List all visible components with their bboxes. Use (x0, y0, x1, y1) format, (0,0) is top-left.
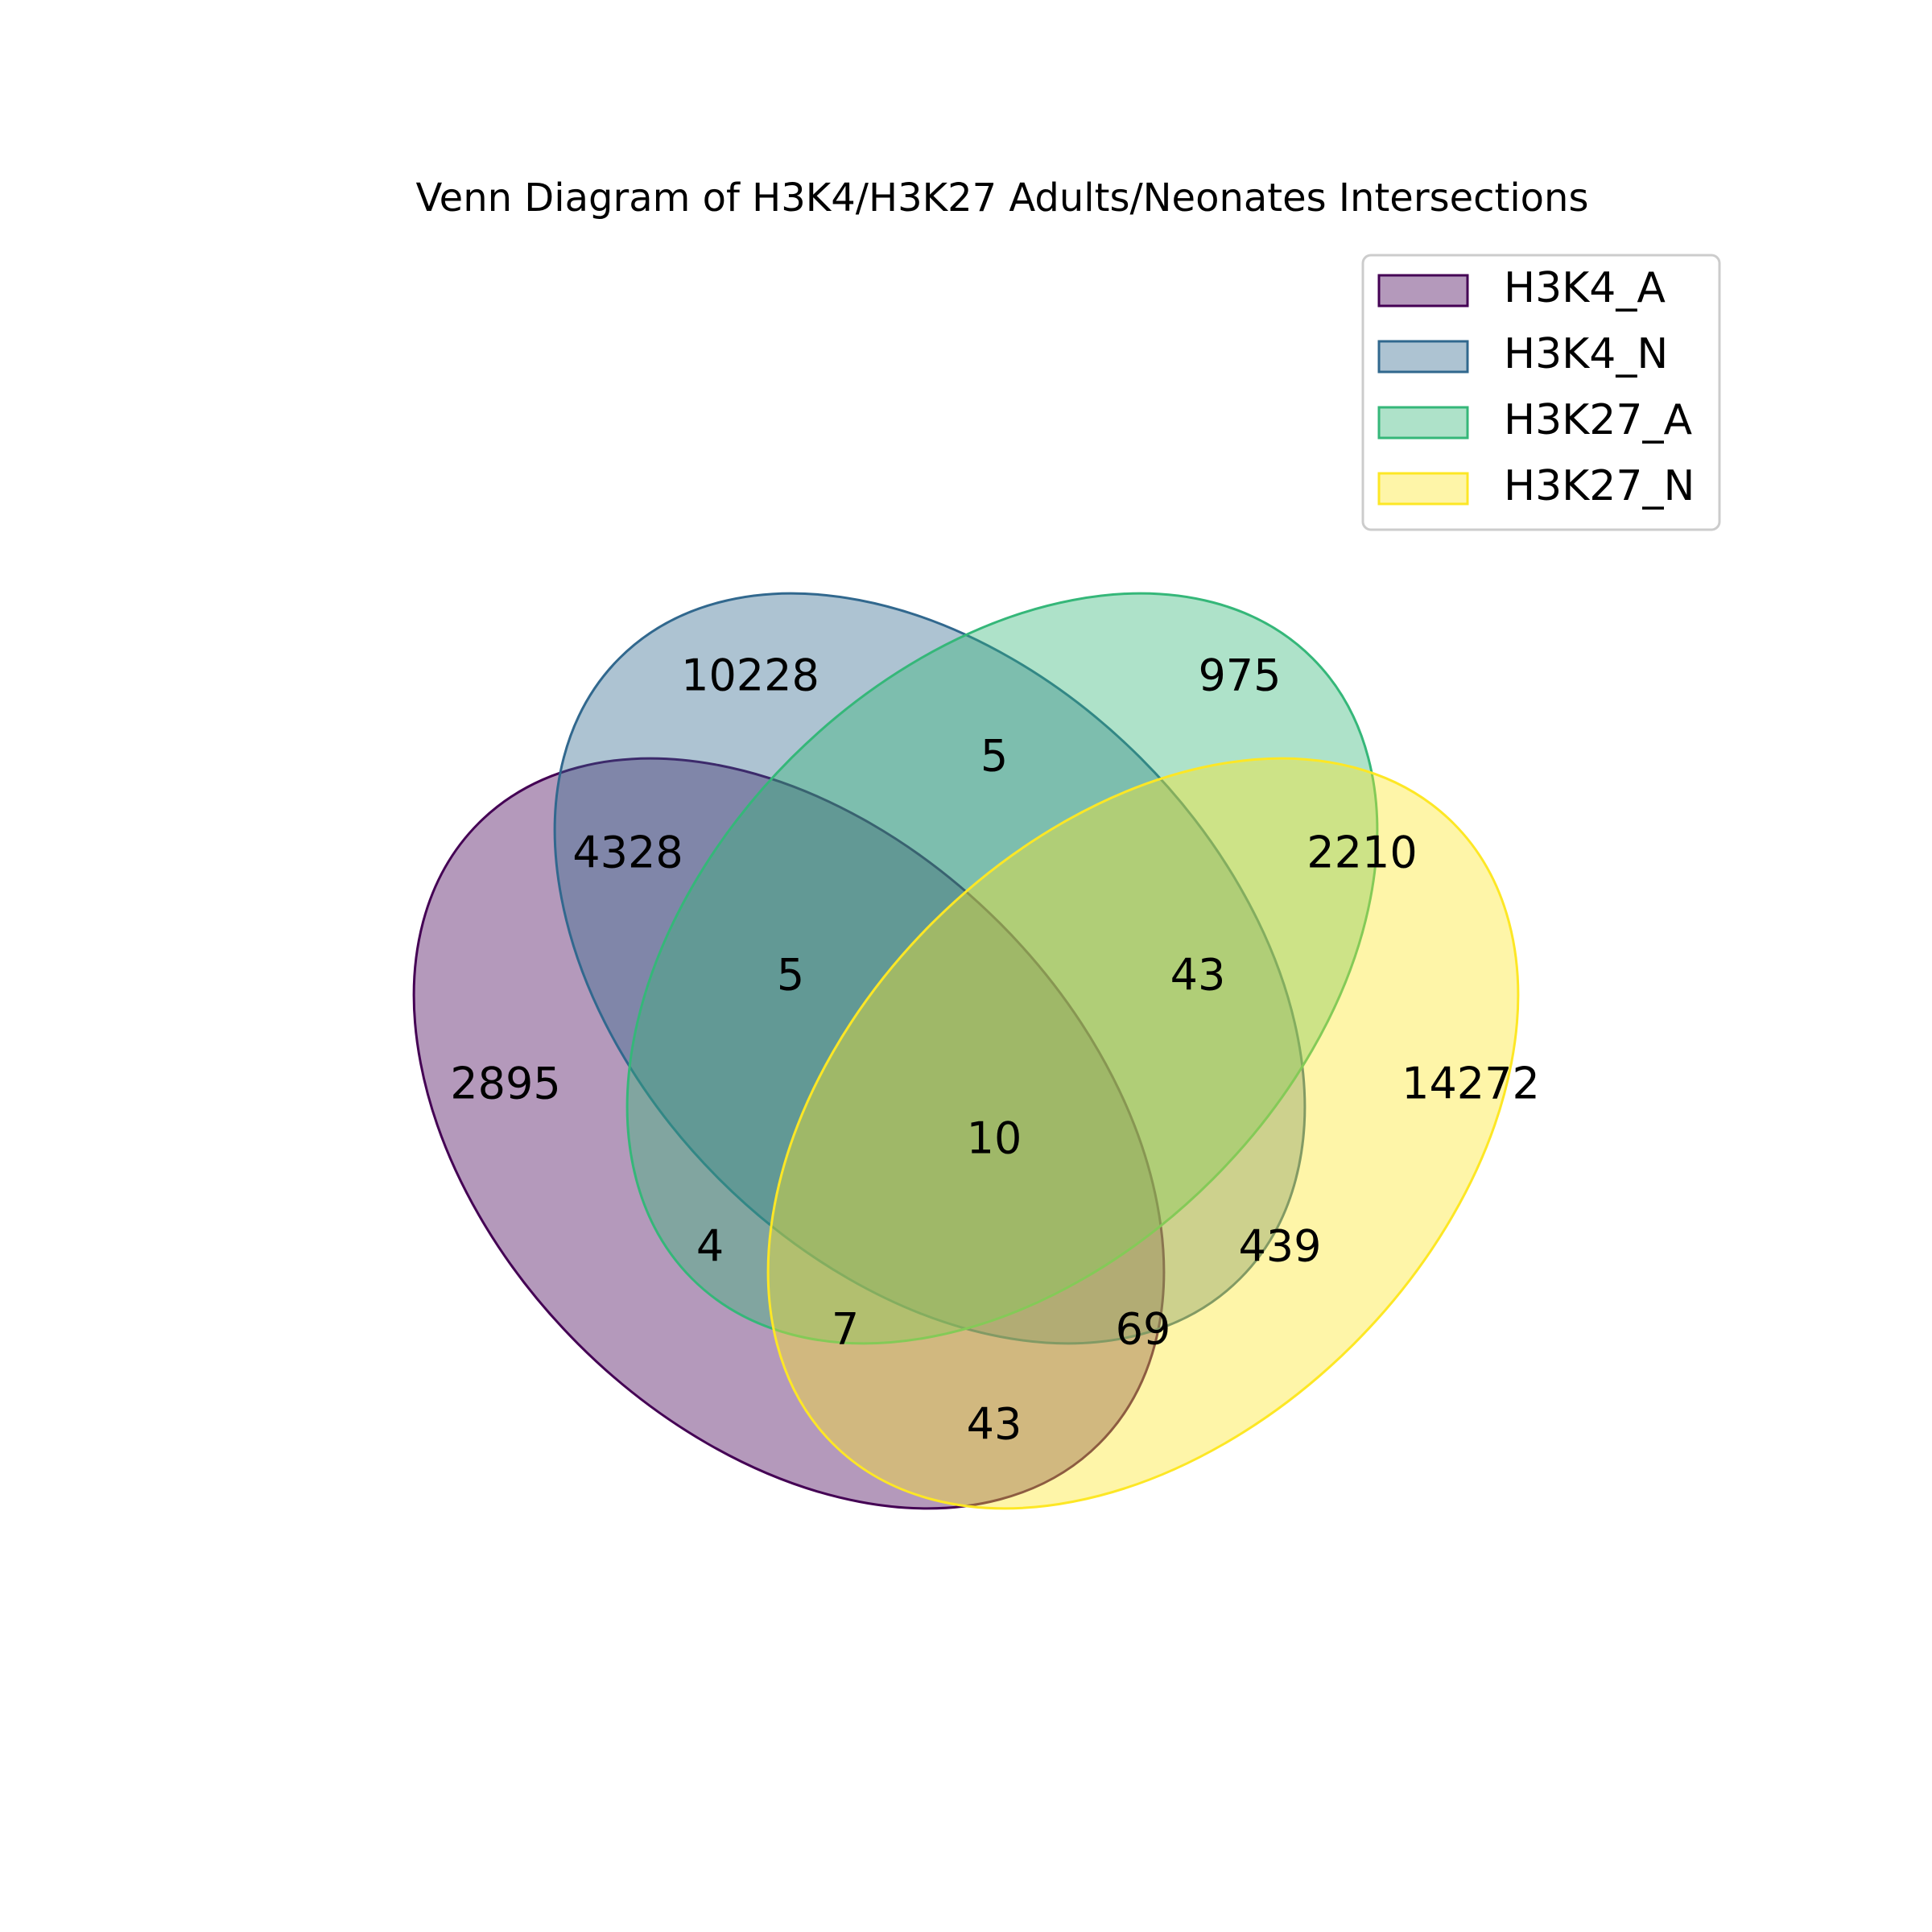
region-label-bd: 439 (1238, 1221, 1321, 1272)
diagram-title: Venn Diagram of H3K4/H3K27 Adults/Neonat… (416, 175, 1589, 221)
region-label-acd: 69 (1116, 1304, 1171, 1355)
region-label-b: 10228 (681, 650, 819, 701)
set-ellipse-h3k27-a (625, 592, 1379, 1345)
legend-swatch-h3k4-a (1377, 274, 1469, 308)
legend-entry-h3k27-a: H3K27_A (1377, 396, 1692, 444)
region-label-ad: 43 (967, 1399, 1022, 1450)
region-label-d: 14272 (1402, 1059, 1540, 1109)
legend-frame (1361, 254, 1721, 531)
region-label-abc: 5 (777, 950, 804, 1001)
legend-label-h3k27-n: H3K27_N (1504, 462, 1695, 510)
set-ellipse-h3k4-n (553, 592, 1307, 1345)
legend-entry-h3k4-a: H3K4_A (1377, 264, 1666, 312)
region-label-abd: 7 (832, 1304, 859, 1355)
legend-label-h3k27-a: H3K27_A (1504, 396, 1692, 444)
legend: H3K4_A H3K4_N H3K27_A H3K27_N (1361, 254, 1721, 531)
region-labels: 2895 10228 975 14272 4328 5 2210 43 5 43… (450, 650, 1540, 1450)
legend-entry-h3k4-n: H3K4_N (1377, 330, 1668, 378)
region-label-ab: 4328 (572, 828, 683, 878)
legend-entry-h3k27-n: H3K27_N (1377, 462, 1695, 510)
legend-swatch-h3k4-n (1377, 340, 1469, 374)
region-label-c: 975 (1198, 650, 1281, 701)
legend-label-h3k4-n: H3K4_N (1504, 330, 1668, 378)
legend-swatch-h3k27-n (1377, 472, 1469, 506)
legend-label-h3k4-a: H3K4_A (1504, 264, 1666, 312)
region-label-bcd: 43 (1170, 950, 1226, 1001)
set-ellipse-h3k4-a (412, 757, 1166, 1510)
legend-swatch-h3k27-a (1377, 406, 1469, 440)
region-label-a: 2895 (450, 1059, 560, 1109)
region-label-ac: 4 (696, 1221, 724, 1272)
region-label-abcd: 10 (967, 1113, 1022, 1164)
set-ellipse-h3k27-n (766, 757, 1520, 1510)
set-ellipses (412, 592, 1520, 1510)
region-label-cd: 2210 (1307, 828, 1417, 878)
region-label-bc: 5 (980, 731, 1008, 782)
